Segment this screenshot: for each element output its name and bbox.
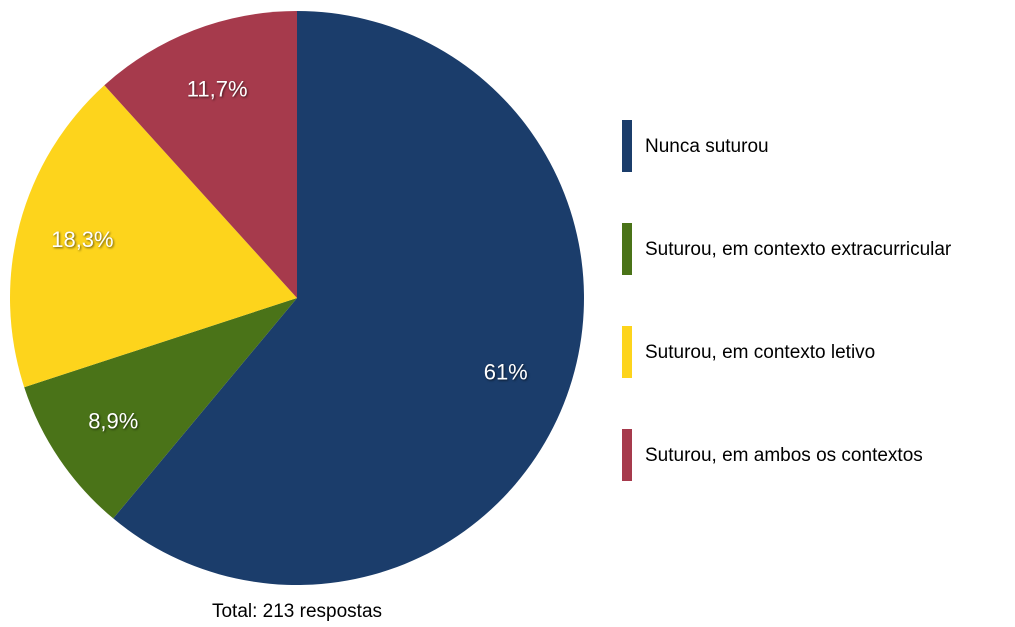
pie-slice <box>24 298 298 519</box>
legend-swatch <box>622 120 632 172</box>
pie-slice <box>113 11 584 585</box>
data-label: 11,7% <box>187 77 248 102</box>
data-label: 8,9% <box>88 408 138 433</box>
legend-swatch <box>622 326 632 378</box>
pie-slice <box>10 85 298 388</box>
legend-label: Nunca suturou <box>645 136 769 157</box>
annotation: Total: 213 respostas <box>212 601 382 622</box>
legend-label: Suturou, em contexto extracurricular <box>645 239 952 260</box>
legend-swatch <box>622 223 632 275</box>
data-label: 18,3% <box>51 227 113 252</box>
pie-slice <box>104 11 297 298</box>
data-label: 61% <box>484 359 528 384</box>
legend-label: Suturou, em ambos os contextos <box>645 445 923 466</box>
legend-swatch <box>622 429 632 481</box>
legend-label: Suturou, em contexto letivo <box>645 342 875 363</box>
